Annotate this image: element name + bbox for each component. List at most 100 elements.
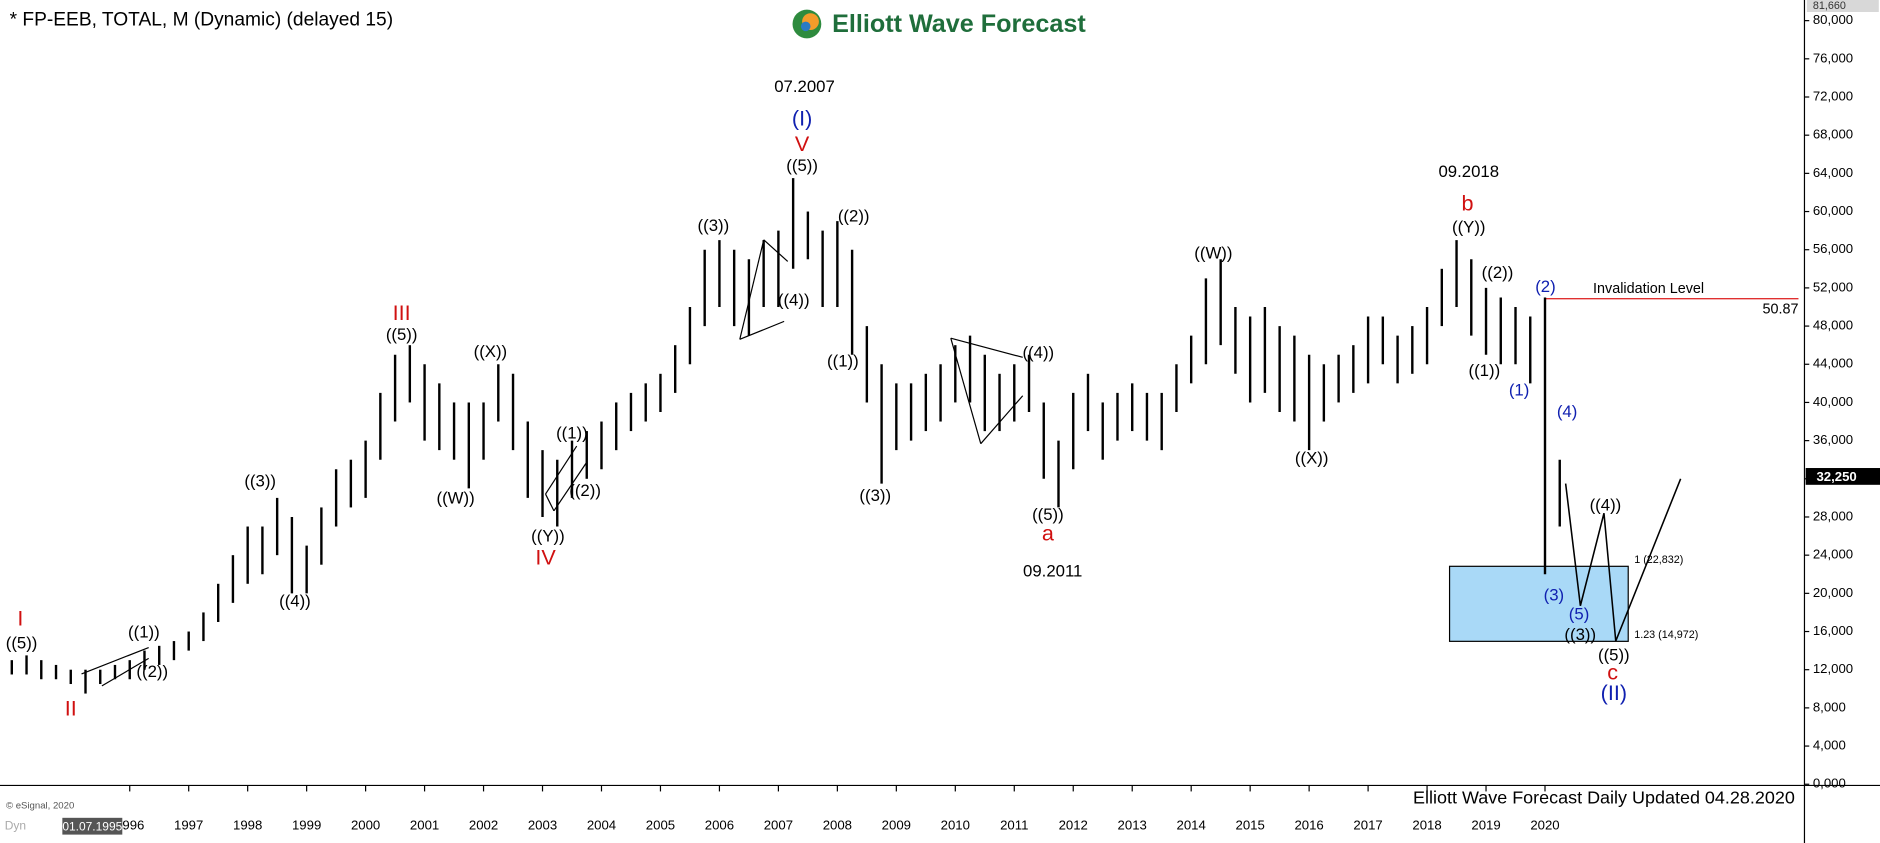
wave-label: ((5)) xyxy=(786,156,818,175)
wave-label: III xyxy=(393,300,411,325)
wave-label: II xyxy=(65,696,77,721)
wave-label: 09.2011 xyxy=(1023,561,1082,580)
wave-label: (5) xyxy=(1569,605,1589,624)
projection-path xyxy=(1564,478,1682,642)
wave-label: ((4)) xyxy=(1590,495,1622,514)
y-tick-label: 64,000 xyxy=(1813,165,1853,180)
x-tick-label: 2008 xyxy=(823,818,852,833)
y-tick-label: 4,000 xyxy=(1813,738,1846,753)
x-tick-label: 1996 xyxy=(115,818,144,833)
logo: Elliott Wave Forecast xyxy=(792,9,1086,39)
y-tick-label: 48,000 xyxy=(1813,318,1853,333)
y-tick-label: 68,000 xyxy=(1813,127,1853,142)
footer: Elliott Wave Forecast Daily Updated 04.2… xyxy=(1413,787,1795,807)
pattern-line xyxy=(980,395,1024,445)
wave-label: (4) xyxy=(1557,402,1577,421)
x-tick-label: 2017 xyxy=(1353,818,1382,833)
y-tick-label: 24,000 xyxy=(1813,547,1853,562)
wave-label: a xyxy=(1042,521,1054,546)
x-tick-label: 2013 xyxy=(1118,818,1147,833)
wave-label: ((4)) xyxy=(279,591,311,610)
invalidation-value: 50.87 xyxy=(1762,301,1798,317)
wave-label: ((5)) xyxy=(1032,505,1064,524)
wave-label: V xyxy=(795,131,810,156)
wave-label: c xyxy=(1607,660,1618,685)
fib-label: 1 (22,832) xyxy=(1634,554,1683,566)
pattern-line xyxy=(763,239,789,262)
x-tick-label: 2005 xyxy=(646,818,675,833)
cursor-date: 01.07.1995 xyxy=(62,820,122,834)
pattern-line xyxy=(545,445,578,495)
wave-label: ((Y)) xyxy=(531,527,565,546)
y-tick-label: 36,000 xyxy=(1813,432,1853,447)
x-tick-label: 1999 xyxy=(292,818,321,833)
y-tick-label: 52,000 xyxy=(1813,279,1853,294)
x-tick-label: 2010 xyxy=(941,818,970,833)
wave-label: ((5)) xyxy=(6,633,38,652)
pattern-line xyxy=(544,493,555,512)
wave-label: ((2)) xyxy=(1482,263,1514,282)
wave-label: ((5)) xyxy=(1598,645,1630,664)
wave-label: (I) xyxy=(792,106,812,131)
wave-label: ((3)) xyxy=(859,486,891,505)
wave-label: ((4)) xyxy=(1022,343,1054,362)
pattern-line xyxy=(950,337,982,444)
wave-label: IV xyxy=(535,545,556,570)
x-tick-label: 2006 xyxy=(705,818,734,833)
pattern-line xyxy=(739,320,785,340)
x-tick-label: 1998 xyxy=(233,818,262,833)
wave-label: I xyxy=(17,606,23,631)
last-price-box xyxy=(1805,468,1880,485)
y-tick-label: 16,000 xyxy=(1813,623,1853,638)
wave-label: ((3)) xyxy=(244,471,276,490)
y-tick-label: 20,000 xyxy=(1813,585,1853,600)
wave-label: ((W)) xyxy=(1194,244,1232,263)
y-tick-label: 44,000 xyxy=(1813,356,1853,371)
wave-label: 07.2007 xyxy=(774,77,835,96)
x-tick-label: 2004 xyxy=(587,818,616,833)
y-tick-label: 12,000 xyxy=(1813,661,1853,676)
wave-label: ((1)) xyxy=(128,623,160,642)
y-tick-label: 40,000 xyxy=(1813,394,1853,409)
y-tick-label: 72,000 xyxy=(1813,88,1853,103)
wave-label: ((2)) xyxy=(136,662,168,681)
pattern-line xyxy=(81,646,149,675)
y-tick-label: 60,000 xyxy=(1813,203,1853,218)
wave-label: ((Y)) xyxy=(1452,217,1486,236)
wave-label: 09.2018 xyxy=(1438,162,1499,181)
pattern-line xyxy=(739,239,765,340)
x-tick-label: 2015 xyxy=(1235,818,1264,833)
pattern-line xyxy=(553,462,587,512)
wave-label: ((X)) xyxy=(1295,449,1329,468)
x-tick-label: 2000 xyxy=(351,818,380,833)
invalidation-text: Invalidation Level xyxy=(1593,281,1704,297)
y-tick-label: 0,000 xyxy=(1813,776,1846,791)
y-tick-label: 80,000 xyxy=(1813,12,1853,27)
wave-label: ((4)) xyxy=(778,290,810,309)
y-tick-label: 28,000 xyxy=(1813,508,1853,523)
pattern-line xyxy=(950,337,1023,358)
wave-label: ((1)) xyxy=(556,424,588,443)
x-tick-label: 2012 xyxy=(1059,818,1088,833)
fib-label: 1.23 (14,972) xyxy=(1634,629,1698,641)
wave-label: (2) xyxy=(1535,277,1555,296)
wave-label: ((2)) xyxy=(838,206,870,225)
y-tick-label: 8,000 xyxy=(1813,699,1846,714)
x-tick-label: 2002 xyxy=(469,818,498,833)
wave-label: (1) xyxy=(1509,380,1529,399)
wave-label: (II) xyxy=(1601,680,1627,705)
wave-label: ((3)) xyxy=(1564,625,1596,644)
x-tick-label: 2001 xyxy=(410,818,439,833)
chart-title: * FP-EEB, TOTAL, M (Dynamic) (delayed 15… xyxy=(10,9,394,30)
copyright: © eSignal, 2020 xyxy=(6,800,74,811)
y-max-label: 81,660 xyxy=(1813,0,1846,12)
x-tick-label: 2007 xyxy=(764,818,793,833)
y-tick-label: 76,000 xyxy=(1813,50,1853,65)
x-tick-label: 2016 xyxy=(1294,818,1323,833)
cursor-tag: Dyn xyxy=(5,818,26,832)
pattern-line xyxy=(101,657,149,687)
wave-label: ((3)) xyxy=(698,216,730,235)
price-bars xyxy=(10,178,1561,694)
